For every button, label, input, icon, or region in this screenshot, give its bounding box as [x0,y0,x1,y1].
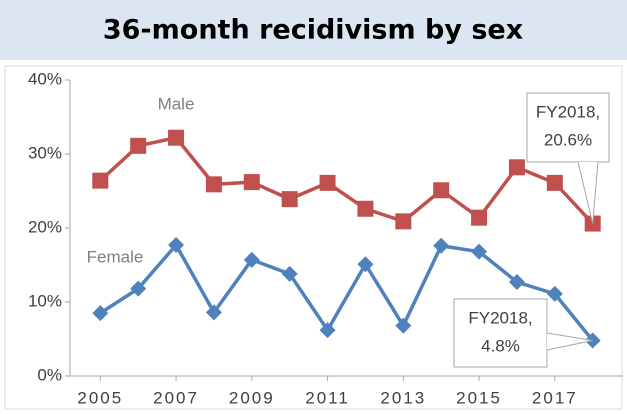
y-tick-label: 0% [37,365,62,384]
marker [92,172,109,189]
callout [526,92,610,163]
callout-pointer [546,332,593,351]
marker [546,285,563,302]
annotation: 20.6% [544,130,592,149]
annotation: 4.8% [481,336,520,355]
marker [92,305,109,322]
series-label: Female [87,247,144,266]
marker [205,176,222,193]
marker [546,174,563,191]
marker [395,213,412,230]
marker [281,191,298,208]
series-line [99,243,595,342]
marker [433,182,450,199]
marker [357,200,374,217]
y-tick-label: 20% [28,217,62,236]
x-tick-label: 2007 [153,388,199,407]
marker [168,129,185,146]
x-tick-label: 2005 [77,388,123,407]
marker [471,243,488,260]
annotation: FY2018, [536,102,600,121]
x-tick-label: 2017 [532,388,578,407]
marker [243,251,260,268]
marker [508,274,525,291]
marker [471,209,488,226]
marker [130,280,147,297]
marker [357,256,374,273]
chart-border [4,65,623,410]
chart-title: 36-month recidivism by sex [103,15,523,46]
marker [168,237,185,254]
marker [281,265,298,282]
series-label: Male [158,94,195,113]
marker [130,137,147,154]
marker [319,174,336,191]
marker [395,317,412,334]
series-line [99,135,594,225]
marker [319,322,336,339]
x-tick-label: 2011 [305,388,350,407]
x-tick-label: 2013 [380,388,426,407]
x-tick-label: 2015 [456,388,502,407]
marker [508,159,525,176]
y-tick-label: 40% [28,69,62,88]
y-tick-label: 30% [28,143,62,162]
callout [453,298,548,368]
marker [433,237,450,254]
marker [243,174,260,191]
x-tick-label: 2009 [229,388,275,407]
y-tick-label: 10% [28,291,62,310]
annotation: FY2018, [468,308,532,327]
title-banner [0,0,627,60]
marker [205,304,222,321]
callout-pointer [577,161,599,224]
